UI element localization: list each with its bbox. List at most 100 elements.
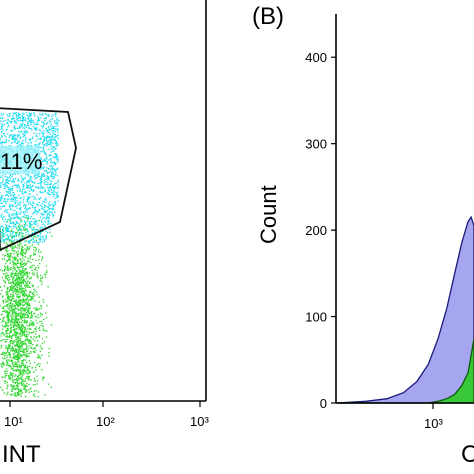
scatter-point-green bbox=[22, 380, 24, 383]
scatter-point-green bbox=[23, 291, 25, 293]
scatter-point-green bbox=[23, 354, 25, 356]
scatter-point-cyan bbox=[51, 171, 53, 173]
scatter-point-green bbox=[0, 386, 2, 388]
scatter-point-cyan bbox=[50, 168, 52, 170]
scatter-point-cyan bbox=[52, 203, 54, 206]
scatter-point-cyan bbox=[11, 236, 13, 238]
scatter-point-green bbox=[16, 320, 18, 322]
scatter-point-green bbox=[21, 313, 23, 315]
scatter-point-green bbox=[31, 264, 33, 266]
scatter-point-green bbox=[15, 270, 17, 272]
scatter-point-green bbox=[10, 253, 12, 255]
scatter-point-cyan bbox=[53, 146, 55, 148]
scatter-point-cyan bbox=[37, 175, 39, 177]
scatter-point-cyan bbox=[13, 126, 15, 128]
scatter-point-cyan bbox=[9, 192, 11, 195]
scatter-point-cyan bbox=[29, 176, 32, 178]
scatter-point-cyan bbox=[16, 190, 19, 192]
scatter-point-green bbox=[35, 330, 37, 333]
scatter-point-green bbox=[10, 305, 12, 307]
scatter-point-green bbox=[22, 331, 24, 333]
scatter-point-green bbox=[10, 286, 12, 288]
scatter-point-cyan bbox=[57, 123, 59, 125]
scatter-point-cyan bbox=[9, 207, 11, 209]
scatter-point-green bbox=[35, 369, 37, 371]
scatter-point-green bbox=[25, 250, 27, 252]
scatter-point-cyan bbox=[54, 183, 56, 185]
scatter-point-green bbox=[14, 374, 17, 376]
scatter-point-cyan bbox=[57, 181, 59, 183]
scatter-point-green bbox=[12, 326, 15, 328]
scatter-point-cyan bbox=[40, 208, 43, 210]
scatter-point-cyan bbox=[22, 185, 25, 188]
scatter-point-green bbox=[6, 393, 8, 395]
scatter-point-green bbox=[21, 350, 23, 352]
scatter-point-green bbox=[19, 332, 22, 335]
scatter-point-green bbox=[22, 333, 24, 335]
scatter-point-green bbox=[26, 302, 28, 304]
scatter-point-green bbox=[8, 303, 10, 305]
scatter-point-cyan bbox=[40, 166, 42, 168]
scatter-point-green bbox=[17, 277, 19, 279]
scatter-point-green bbox=[24, 366, 26, 369]
scatter-point-green bbox=[18, 345, 20, 347]
scatter-point-green bbox=[11, 334, 14, 336]
scatter-point-cyan bbox=[32, 229, 35, 231]
scatter-point-green bbox=[18, 300, 20, 302]
scatter-point-green bbox=[22, 343, 25, 345]
scatter-point-cyan bbox=[13, 234, 15, 237]
scatter-point-cyan bbox=[41, 174, 43, 176]
scatter-point-green bbox=[20, 220, 22, 222]
scatter-point-green bbox=[42, 325, 44, 328]
scatter-point-green bbox=[1, 228, 4, 231]
scatter-point-cyan bbox=[11, 120, 13, 122]
scatter-point-cyan bbox=[50, 207, 52, 210]
scatter-point-cyan bbox=[48, 139, 51, 141]
scatter-point-green bbox=[38, 296, 40, 298]
scatter-point-green bbox=[18, 232, 21, 234]
scatter-point-green bbox=[18, 329, 20, 331]
scatter-point-cyan bbox=[21, 125, 23, 128]
scatter-point-green bbox=[17, 289, 19, 291]
scatter-point-cyan bbox=[39, 158, 42, 160]
scatter-point-green bbox=[26, 297, 29, 299]
scatter-point-green bbox=[6, 363, 8, 366]
scatter-point-green bbox=[40, 259, 43, 261]
scatter-point-cyan bbox=[29, 186, 32, 188]
scatter-point-green bbox=[32, 271, 34, 273]
scatter-point-green bbox=[15, 320, 17, 322]
scatter-point-green bbox=[33, 264, 35, 266]
scatter-point-green bbox=[35, 267, 37, 269]
scatter-point-green bbox=[14, 304, 16, 306]
scatter-point-cyan bbox=[45, 238, 47, 240]
scatter-point-green bbox=[14, 268, 16, 271]
scatter-point-cyan bbox=[23, 225, 26, 227]
scatter-point-cyan bbox=[10, 142, 13, 144]
scatter-point-green bbox=[12, 280, 15, 282]
scatter-point-cyan bbox=[41, 187, 43, 189]
scatter-point-green bbox=[8, 336, 11, 338]
scatter-point-green bbox=[24, 303, 27, 305]
scatter-point-green bbox=[20, 264, 22, 266]
scatter-point-green bbox=[9, 344, 11, 347]
scatter-point-green bbox=[46, 330, 48, 332]
scatter-point-green bbox=[14, 363, 16, 365]
scatter-point-cyan bbox=[28, 196, 30, 198]
scatter-point-cyan bbox=[55, 162, 57, 165]
scatter-point-cyan bbox=[12, 213, 15, 215]
scatter-point-cyan bbox=[33, 202, 35, 204]
scatter-point-green bbox=[0, 318, 1, 320]
scatter-point-cyan bbox=[43, 150, 45, 152]
scatter-point-green bbox=[10, 308, 12, 310]
scatter-point-cyan bbox=[22, 193, 24, 195]
scatter-point-green bbox=[20, 283, 22, 285]
scatter-point-green bbox=[24, 339, 26, 341]
scatter-point-green bbox=[22, 327, 24, 330]
scatter-point-cyan bbox=[18, 125, 21, 127]
scatter-point-cyan bbox=[50, 136, 53, 138]
scatter-point-green bbox=[26, 285, 28, 287]
scatter-point-cyan bbox=[15, 213, 18, 215]
scatter-point-green bbox=[38, 326, 41, 328]
scatter-point-green bbox=[31, 332, 33, 334]
